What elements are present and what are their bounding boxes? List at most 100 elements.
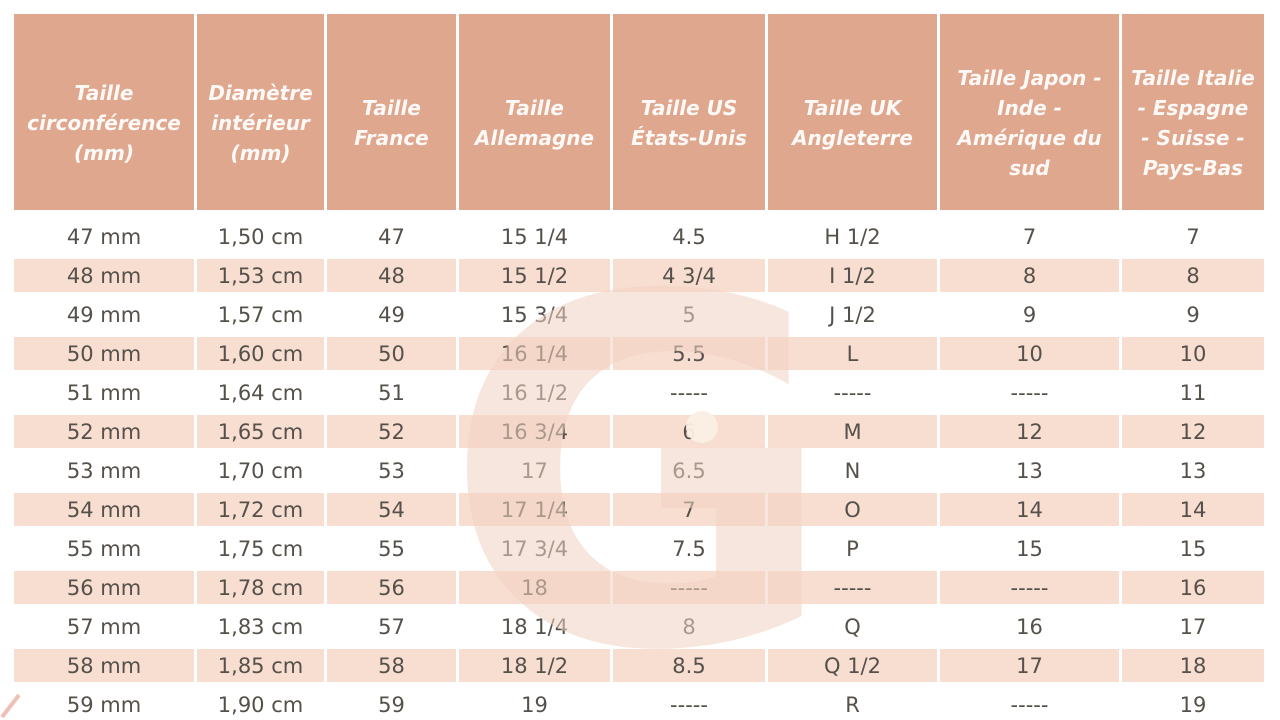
table-cell: 58 — [327, 646, 459, 685]
table-row: 47 mm 1,50 cm 47 15 1/4 4.5 H 1/2 7 7 — [14, 217, 1264, 256]
table-cell: 1,78 cm — [197, 568, 327, 607]
table-cell: 1,85 cm — [197, 646, 327, 685]
table-cell: 15 — [940, 529, 1122, 568]
table-cell: 52 — [327, 412, 459, 451]
table-cell: 6.5 — [613, 451, 768, 490]
table-cell: M — [768, 412, 940, 451]
table-cell: 6 — [613, 412, 768, 451]
table-cell: ----- — [613, 373, 768, 412]
table-cell: 52 mm — [14, 412, 197, 451]
column-header: Taille Allemagne — [459, 14, 613, 210]
table-cell: 8 — [613, 607, 768, 646]
table-cell: 11 — [1179, 380, 1207, 405]
table-cell: ----- — [940, 685, 1122, 720]
table-cell: 59 — [327, 685, 459, 720]
table-cell: ----- — [613, 685, 768, 720]
table-cell: 7 — [1186, 224, 1200, 249]
table-cell: 8 — [1122, 256, 1264, 295]
table-cell: 9 — [940, 295, 1122, 334]
column-header: Taille UK Angleterre — [768, 14, 940, 210]
table-cell: 57 — [327, 607, 459, 646]
table-cell: 1,90 cm — [197, 685, 327, 720]
table-cell: 7 — [613, 490, 768, 529]
column-header: Taille France — [327, 14, 459, 210]
table-cell: 55 — [327, 529, 459, 568]
table-cell: 1,64 cm — [197, 373, 327, 412]
table-cell: 15 3/4 — [459, 295, 613, 334]
table-cell: 7.5 — [613, 529, 768, 568]
table-cell: 1,50 cm — [197, 217, 327, 256]
table-cell: 7 — [940, 217, 1122, 256]
table-row: 48 mm 1,53 cm 48 15 1/2 4 3/4 I 1/2 8 8 — [14, 256, 1264, 295]
table-row: 53 mm 1,70 cm 53 17 6.5 N 13 13 — [14, 451, 1264, 490]
table-cell: 56 mm — [14, 568, 197, 607]
table-cell: 5 — [613, 295, 768, 334]
table-cell: 17 — [1179, 614, 1207, 639]
table-cell: ----- — [768, 568, 940, 607]
table-cell: 15 — [1179, 536, 1207, 561]
table-cell: 50 mm — [14, 334, 197, 373]
table-cell: 16 — [940, 607, 1122, 646]
table-cell: 17 — [459, 451, 613, 490]
table-cell: 16 3/4 — [459, 412, 613, 451]
table-cell: 1,72 cm — [197, 490, 327, 529]
table-cell: ----- — [940, 568, 1122, 607]
table-cell: 10 — [1122, 334, 1264, 373]
column-header: Taille Japon - Inde - Amérique du sud — [940, 14, 1122, 210]
table-cell: 58 mm — [14, 646, 197, 685]
table-cell: 5.5 — [613, 334, 768, 373]
table-cell: L — [768, 334, 940, 373]
table-cell: 12 — [1122, 412, 1264, 451]
table-cell: 9 — [1186, 302, 1200, 327]
table-cell: 48 — [327, 256, 459, 295]
table-cell: I 1/2 — [768, 256, 940, 295]
table-cell: 17 3/4 — [459, 529, 613, 568]
table-cell: O — [768, 490, 940, 529]
table-cell: 55 mm — [14, 529, 197, 568]
table-cell: ----- — [940, 373, 1122, 412]
table-cell: H 1/2 — [768, 217, 940, 256]
table-cell: 1,83 cm — [197, 607, 327, 646]
column-header: Diamètre intérieur (mm) — [197, 14, 327, 210]
table-row: 58 mm 1,85 cm 58 18 1/2 8.5 Q 1/2 17 18 — [14, 646, 1264, 685]
table-row: 51 mm 1,64 cm 51 16 1/2 ----- ----- ----- 11 — [14, 373, 1264, 412]
table-row: 49 mm 1,57 cm 49 15 3/4 5 J 1/2 9 9 — [14, 295, 1264, 334]
table-cell: 16 1/2 — [459, 373, 613, 412]
table-cell: 13 — [1179, 458, 1207, 483]
table-cell: 15 1/2 — [459, 256, 613, 295]
table-cell: 10 — [940, 334, 1122, 373]
column-header: Taille circonférence (mm) — [14, 14, 197, 210]
table-cell: P — [768, 529, 940, 568]
table-cell: 50 — [327, 334, 459, 373]
table-cell: 1,70 cm — [197, 451, 327, 490]
table-row: 57 mm 1,83 cm 57 18 1/4 8 Q 16 17 — [14, 607, 1264, 646]
column-header: Taille Italie - Espagne - Suisse - Pays-… — [1122, 14, 1264, 210]
column-header: Taille US États-Unis — [613, 14, 768, 210]
table-cell: 56 — [327, 568, 459, 607]
table-cell: 1,65 cm — [197, 412, 327, 451]
table-cell: Q 1/2 — [768, 646, 940, 685]
table-cell: ----- — [768, 373, 940, 412]
table-cell: 54 — [327, 490, 459, 529]
table-cell: 1,53 cm — [197, 256, 327, 295]
table-cell: 16 — [1122, 568, 1264, 607]
table-row: 56 mm 1,78 cm 56 18 ----- ----- ----- 16 — [14, 568, 1264, 607]
table-cell: 13 — [940, 451, 1122, 490]
table-cell: N — [768, 451, 940, 490]
table-cell: 16 1/4 — [459, 334, 613, 373]
table-cell: 59 mm — [14, 685, 197, 720]
table-cell: 54 mm — [14, 490, 197, 529]
table-cell: 1,60 cm — [197, 334, 327, 373]
table-cell: 14 — [1122, 490, 1264, 529]
table-cell: 48 mm — [14, 256, 197, 295]
table-header-row: Taille circonférence (mm) Diamètre intéri… — [14, 14, 1264, 210]
table-cell: 4.5 — [613, 217, 768, 256]
table-cell: 17 — [940, 646, 1122, 685]
table-cell: 47 mm — [14, 217, 197, 256]
table-cell: 18 — [459, 568, 613, 607]
table-cell: 19 — [459, 685, 613, 720]
table-cell: 53 — [327, 451, 459, 490]
table-cell: J 1/2 — [768, 295, 940, 334]
table-cell: ----- — [613, 568, 768, 607]
